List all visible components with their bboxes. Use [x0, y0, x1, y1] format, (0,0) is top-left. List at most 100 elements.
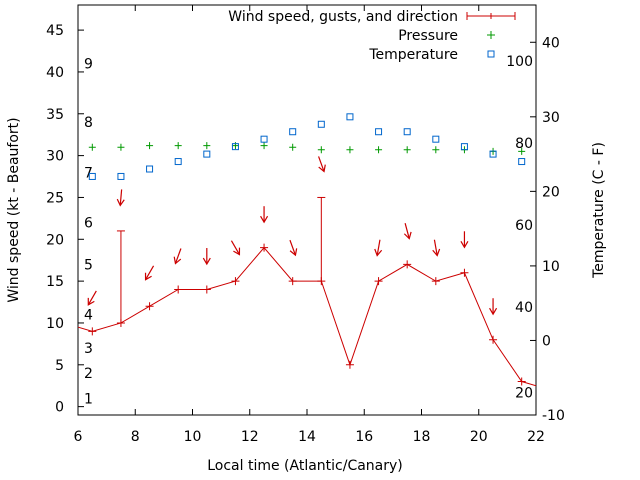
arrow-head	[116, 198, 125, 207]
y-left-tick-label: 30	[46, 149, 64, 165]
y-right-tick-label: -10	[542, 408, 565, 424]
arrow-shaft	[145, 265, 155, 280]
pressure-point	[518, 147, 526, 155]
beaufort-label: 9	[84, 57, 93, 73]
wind-speed-point	[489, 335, 498, 344]
arrow-head	[260, 215, 269, 224]
wind-speed-point	[403, 260, 412, 269]
pressure-point	[174, 142, 182, 150]
wind-speed-point	[260, 243, 269, 252]
y-right-tick-label: 30	[542, 110, 560, 126]
temperature-point	[518, 158, 526, 166]
wind-speed-point	[374, 277, 383, 286]
y-left-tick-label: 5	[55, 358, 64, 374]
wind-speed-point	[88, 327, 97, 336]
y-left-tick-label: 20	[46, 232, 64, 248]
chart-axes	[77, 4, 537, 416]
x-axis-title: Local time (Atlantic/Canary)	[207, 458, 403, 474]
temperature-point	[432, 135, 440, 143]
wind-direction-arrow	[374, 239, 383, 257]
y-right-tick-label: 0	[542, 333, 551, 349]
plot-frame	[77, 4, 537, 416]
pressure-point	[375, 146, 383, 154]
legend-pressure-marker	[487, 31, 495, 39]
wind-speed-point	[431, 277, 440, 286]
y-left-tick-label: 0	[55, 400, 64, 416]
y-left-tick-label: 10	[46, 316, 64, 332]
temperature-point	[174, 158, 182, 166]
y-right-tick-label: 10	[542, 259, 560, 275]
pressure-point	[432, 146, 440, 154]
beaufort-label: 7	[84, 165, 93, 181]
temperature-point	[403, 128, 411, 136]
fahrenheit-label: 100	[506, 54, 533, 70]
x-tick-label: 6	[74, 429, 83, 445]
pressure-point	[203, 142, 211, 150]
legend-pressure-label: Pressure	[398, 28, 458, 44]
arrow-shaft	[119, 189, 123, 205]
legend: Wind speed, gusts, and direction Pressur…	[228, 9, 516, 63]
wind-direction-arrow	[289, 239, 298, 257]
wind-direction-arrow	[260, 206, 269, 224]
temperature-point	[460, 143, 468, 151]
wind-direction-arrow	[432, 239, 441, 257]
arrow-head	[144, 272, 152, 281]
arrow-head	[233, 247, 241, 256]
y-right-tick-label: 20	[542, 184, 560, 200]
fahrenheit-label: 80	[515, 136, 533, 152]
arrow-head	[318, 164, 326, 173]
beaufort-label: 3	[84, 341, 93, 357]
wind-speed-point	[460, 268, 469, 277]
wind-speed-point	[345, 360, 354, 369]
beaufort-label: 8	[84, 115, 93, 131]
plot-area	[78, 113, 536, 387]
arrow-shaft	[376, 239, 381, 255]
temperature-point	[146, 165, 154, 173]
y-axis-right-title: Temperature (C - F)	[591, 142, 607, 279]
y-left-tick-label: 35	[46, 107, 64, 123]
arrow-head	[173, 256, 182, 265]
temperature-point	[117, 172, 125, 180]
wind-speed-point	[174, 285, 183, 294]
fahrenheit-label: 20	[515, 386, 533, 402]
x-tick-label: 22	[527, 429, 545, 445]
beaufort-label: 1	[84, 391, 93, 407]
x-tick-label: 14	[298, 429, 316, 445]
y-left-tick-label: 45	[46, 23, 64, 39]
pressure-point	[117, 143, 125, 151]
wind-direction-arrow	[460, 231, 469, 249]
pressure-point	[289, 143, 297, 151]
wind-direction-arrow	[173, 248, 182, 265]
wind-direction-arrow	[403, 223, 412, 240]
temperature-point	[88, 172, 96, 180]
wind-direction-arrow	[489, 298, 498, 316]
wind-speed-line	[78, 246, 536, 387]
wind-direction-arrow	[144, 265, 155, 281]
chart-marks	[78, 113, 536, 387]
arrow-shaft	[404, 223, 410, 238]
arrow-shaft	[88, 290, 97, 305]
wind-speed-point	[202, 285, 211, 294]
arrow-head	[202, 257, 211, 266]
x-tick-label: 8	[131, 429, 140, 445]
tick-marks: 6 8 10 12 14 16 18 20 22051015202530354045-10010…	[46, 5, 565, 445]
temperature-point	[489, 150, 497, 158]
y-left-tick-label: 25	[46, 190, 64, 206]
temperature-point	[375, 128, 383, 136]
wind-direction-arrow	[202, 248, 211, 266]
arrow-shaft	[289, 239, 296, 255]
beaufort-label: 5	[84, 257, 93, 273]
beaufort-label: 2	[84, 366, 93, 382]
pressure-point	[260, 142, 268, 150]
y-right-tick-label: 40	[542, 35, 560, 51]
wind-direction-arrow	[230, 240, 241, 256]
wind-speed-point	[145, 302, 154, 311]
temperature-point	[260, 135, 268, 143]
x-tick-label: 12	[241, 429, 259, 445]
arrow-shaft	[318, 156, 325, 171]
arrow-shaft	[230, 240, 240, 255]
arrow-shaft	[433, 239, 438, 255]
arrow-head	[489, 307, 498, 316]
arrow-head	[432, 248, 441, 257]
